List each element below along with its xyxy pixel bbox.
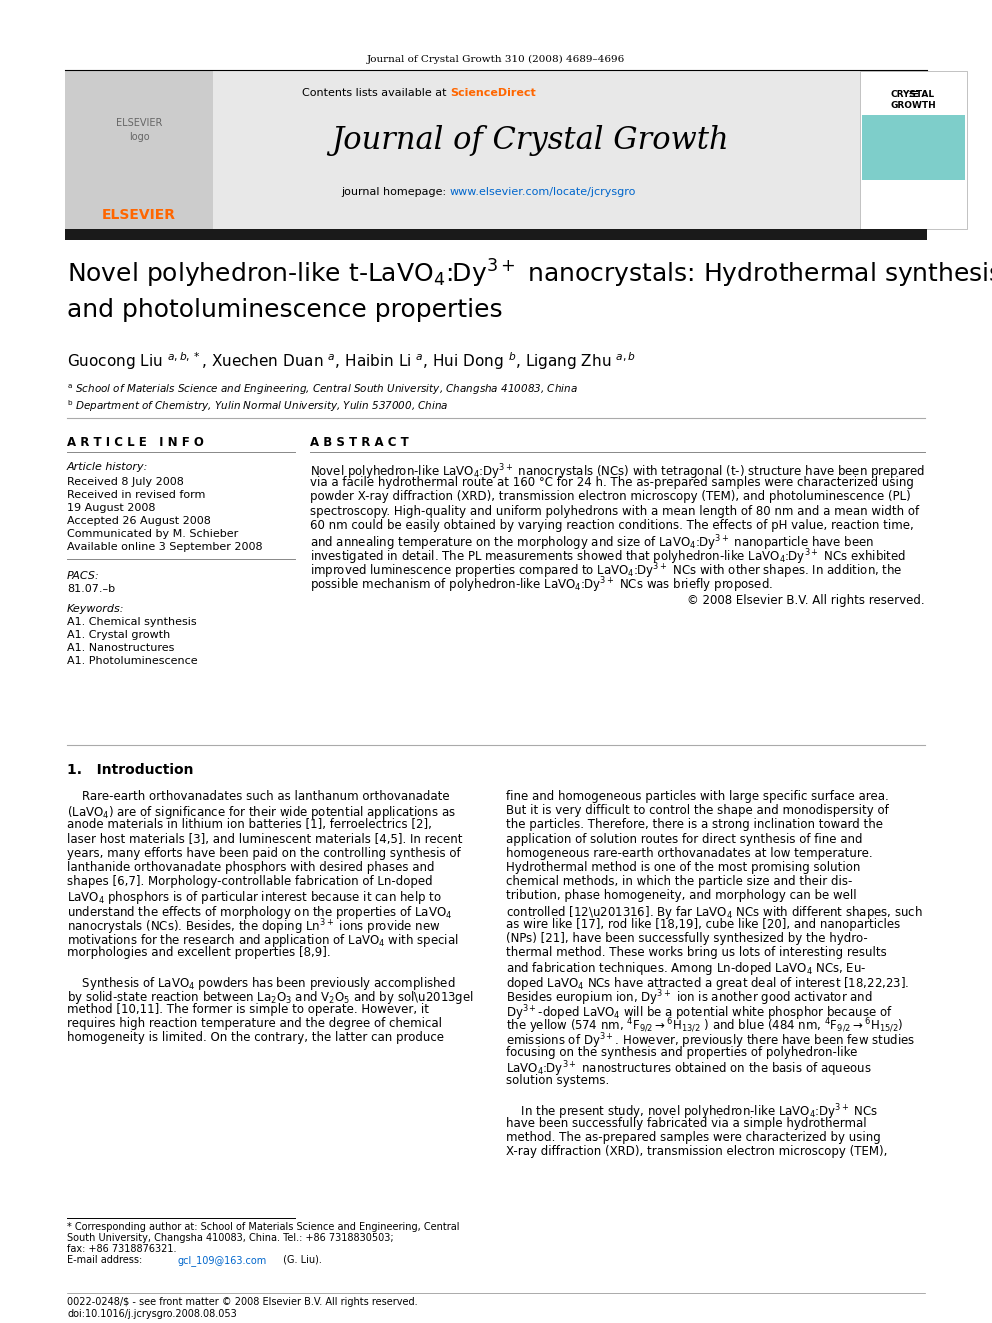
Text: motivations for the research and application of LaVO$_4$ with special: motivations for the research and applica…: [67, 931, 458, 949]
Text: © 2008 Elsevier B.V. All rights reserved.: © 2008 Elsevier B.V. All rights reserved…: [687, 594, 925, 607]
Text: (G. Liu).: (G. Liu).: [280, 1256, 321, 1265]
Text: fine and homogeneous particles with large specific surface area.: fine and homogeneous particles with larg…: [506, 790, 889, 803]
Text: South University, Changsha 410083, China. Tel.: +86 7318830503;: South University, Changsha 410083, China…: [67, 1233, 394, 1244]
Text: chemical methods, in which the particle size and their dis-: chemical methods, in which the particle …: [506, 876, 852, 888]
Text: thermal method. These works bring us lots of interesting results: thermal method. These works bring us lot…: [506, 946, 887, 959]
Text: the yellow (574 nm, $^4$F$_{9/2}$$\rightarrow$$^6$H$_{13/2}$ ) and blue (484 nm,: the yellow (574 nm, $^4$F$_{9/2}$$\right…: [506, 1017, 904, 1036]
Text: spectroscopy. High-quality and uniform polyhedrons with a mean length of 80 nm a: spectroscopy. High-quality and uniform p…: [310, 504, 920, 517]
Text: the particles. Therefore, there is a strong inclination toward the: the particles. Therefore, there is a str…: [506, 819, 883, 831]
Text: have been successfully fabricated via a simple hydrothermal: have been successfully fabricated via a …: [506, 1117, 867, 1130]
Text: as wire like [17], rod like [18,19], cube like [20], and nanoparticles: as wire like [17], rod like [18,19], cub…: [506, 918, 901, 931]
Text: ScienceDirect: ScienceDirect: [450, 89, 536, 98]
Bar: [65, 229, 927, 239]
Text: journal homepage:: journal homepage:: [341, 187, 450, 197]
Text: Contents lists available at: Contents lists available at: [302, 89, 450, 98]
Text: nanocrystals (NCs). Besides, the doping Ln$^{3+}$ ions provide new: nanocrystals (NCs). Besides, the doping …: [67, 918, 440, 938]
Text: 0022-0248/$ - see front matter © 2008 Elsevier B.V. All rights reserved.: 0022-0248/$ - see front matter © 2008 El…: [67, 1297, 418, 1307]
Bar: [65, 71, 213, 229]
Text: laser host materials [3], and luminescent materials [4,5]. In recent: laser host materials [3], and luminescen…: [67, 832, 462, 845]
Text: years, many efforts have been paid on the controlling synthesis of: years, many efforts have been paid on th…: [67, 847, 460, 860]
Text: Journal of Crystal Growth 310 (2008) 4689–4696: Journal of Crystal Growth 310 (2008) 468…: [367, 56, 625, 64]
Text: A1. Nanostructures: A1. Nanostructures: [67, 643, 175, 654]
Text: Hydrothermal method is one of the most promising solution: Hydrothermal method is one of the most p…: [506, 861, 860, 875]
Text: understand the effects of morphology on the properties of LaVO$_4$: understand the effects of morphology on …: [67, 904, 452, 921]
Text: 19 August 2008: 19 August 2008: [67, 503, 156, 513]
Text: anode materials in lithium ion batteries [1], ferroelectrics [2],: anode materials in lithium ion batteries…: [67, 819, 432, 831]
Text: www.elsevier.com/locate/jcrysgro: www.elsevier.com/locate/jcrysgro: [450, 187, 637, 197]
Text: Novel polyhedron-like LaVO$_4$:Dy$^{3+}$ nanocrystals (NCs) with tetragonal (t-): Novel polyhedron-like LaVO$_4$:Dy$^{3+}$…: [310, 462, 925, 482]
Text: Rare-earth orthovanadates such as lanthanum orthovanadate: Rare-earth orthovanadates such as lantha…: [67, 790, 449, 803]
Text: Dy$^{3+}$-doped LaVO$_4$ will be a potential white phosphor because of: Dy$^{3+}$-doped LaVO$_4$ will be a poten…: [506, 1003, 893, 1023]
Text: via a facile hydrothermal route at 160 °C for 24 h. The as-prepared samples were: via a facile hydrothermal route at 160 °…: [310, 476, 914, 490]
Text: (NPs) [21], have been successfully synthesized by the hydro-: (NPs) [21], have been successfully synth…: [506, 931, 868, 945]
Bar: [862, 115, 965, 180]
Text: In the present study, novel polyhedron-like LaVO$_4$:Dy$^{3+}$ NCs: In the present study, novel polyhedron-l…: [506, 1102, 878, 1122]
Text: Accepted 26 August 2008: Accepted 26 August 2008: [67, 516, 211, 527]
Text: LaVO$_4$:Dy$^{3+}$ nanostructures obtained on the basis of aqueous: LaVO$_4$:Dy$^{3+}$ nanostructures obtain…: [506, 1060, 872, 1080]
Text: application of solution routes for direct synthesis of fine and: application of solution routes for direc…: [506, 832, 862, 845]
Text: method. The as-prepared samples were characterized by using: method. The as-prepared samples were cha…: [506, 1131, 881, 1144]
Text: homogeneity is limited. On the contrary, the latter can produce: homogeneity is limited. On the contrary,…: [67, 1032, 444, 1044]
Text: A1. Chemical synthesis: A1. Chemical synthesis: [67, 617, 196, 627]
Text: X-ray diffraction (XRD), transmission electron microscopy (TEM),: X-ray diffraction (XRD), transmission el…: [506, 1144, 888, 1158]
Text: emissions of Dy$^{3+}$. However, previously there have been few studies: emissions of Dy$^{3+}$. However, previou…: [506, 1032, 916, 1050]
Text: doped LaVO$_4$ NCs have attracted a great deal of interest [18,22,23].: doped LaVO$_4$ NCs have attracted a grea…: [506, 975, 910, 992]
Text: possible mechanism of polyhedron-like LaVO$_4$:Dy$^{3+}$ NCs was briefly propose: possible mechanism of polyhedron-like La…: [310, 576, 773, 595]
Text: Novel polyhedron-like t-LaVO$_4$:Dy$^{3+}$ nanocrystals: Hydrothermal synthesis: Novel polyhedron-like t-LaVO$_4$:Dy$^{3+…: [67, 258, 992, 290]
Text: A R T I C L E   I N F O: A R T I C L E I N F O: [67, 437, 204, 448]
Text: fax: +86 7318876321.: fax: +86 7318876321.: [67, 1244, 177, 1254]
Bar: [860, 71, 967, 229]
Text: controlled [12\u201316]. By far LaVO$_4$ NCs with different shapes, such: controlled [12\u201316]. By far LaVO$_4$…: [506, 904, 923, 921]
Text: lanthanide orthovanadate phosphors with desired phases and: lanthanide orthovanadate phosphors with …: [67, 861, 434, 875]
Text: * Corresponding author at: School of Materials Science and Engineering, Central: * Corresponding author at: School of Mat…: [67, 1222, 459, 1232]
Text: Article history:: Article history:: [67, 462, 149, 472]
Text: Besides europium ion, Dy$^{3+}$ ion is another good activator and: Besides europium ion, Dy$^{3+}$ ion is a…: [506, 988, 873, 1008]
Text: solution systems.: solution systems.: [506, 1074, 609, 1088]
Text: E-mail address:: E-mail address:: [67, 1256, 146, 1265]
Text: method [10,11]. The former is simple to operate. However, it: method [10,11]. The former is simple to …: [67, 1003, 429, 1016]
Text: 60 nm could be easily obtained by varying reaction conditions. The effects of pH: 60 nm could be easily obtained by varyin…: [310, 519, 914, 532]
Text: and photoluminescence properties: and photoluminescence properties: [67, 298, 503, 321]
Text: 81.07.–b: 81.07.–b: [67, 583, 115, 594]
Text: shapes [6,7]. Morphology-controllable fabrication of Ln-doped: shapes [6,7]. Morphology-controllable fa…: [67, 876, 433, 888]
Text: doi:10.1016/j.jcrysgro.2008.08.053: doi:10.1016/j.jcrysgro.2008.08.053: [67, 1308, 237, 1319]
Text: tribution, phase homogeneity, and morphology can be well: tribution, phase homogeneity, and morpho…: [506, 889, 857, 902]
Text: morphologies and excellent properties [8,9].: morphologies and excellent properties [8…: [67, 946, 330, 959]
Text: (LaVO$_4$) are of significance for their wide potential applications as: (LaVO$_4$) are of significance for their…: [67, 804, 456, 822]
Text: Available online 3 September 2008: Available online 3 September 2008: [67, 542, 263, 552]
Text: A1. Crystal growth: A1. Crystal growth: [67, 630, 171, 640]
Text: 1.   Introduction: 1. Introduction: [67, 763, 193, 777]
Text: $^{\rm a}$ School of Materials Science and Engineering, Central South University: $^{\rm a}$ School of Materials Science a…: [67, 382, 577, 397]
Text: focusing on the synthesis and properties of polyhedron-like: focusing on the synthesis and properties…: [506, 1045, 857, 1058]
Bar: [862, 73, 965, 115]
Text: A1. Photoluminescence: A1. Photoluminescence: [67, 656, 197, 665]
Text: improved luminescence properties compared to LaVO$_4$:Dy$^{3+}$ NCs with other s: improved luminescence properties compare…: [310, 561, 903, 581]
Text: Communicated by M. Schieber: Communicated by M. Schieber: [67, 529, 238, 538]
Text: But it is very difficult to control the shape and monodispersity of: But it is very difficult to control the …: [506, 804, 889, 818]
Text: CRYSTAL
GROWTH: CRYSTAL GROWTH: [890, 90, 935, 110]
Text: and fabrication techniques. Among Ln-doped LaVO$_4$ NCs, Eu-: and fabrication techniques. Among Ln-dop…: [506, 960, 867, 978]
Bar: [65, 71, 860, 229]
Text: Received in revised form: Received in revised form: [67, 490, 205, 500]
Text: investigated in detail. The PL measurements showed that polyhedron-like LaVO$_4$: investigated in detail. The PL measureme…: [310, 548, 906, 566]
Text: PACS:: PACS:: [67, 572, 100, 581]
Text: by solid-state reaction between La$_2$O$_3$ and V$_2$O$_5$ and by sol\u2013gel: by solid-state reaction between La$_2$O$…: [67, 988, 474, 1005]
Text: gcl_109@163.com: gcl_109@163.com: [178, 1256, 267, 1266]
Text: requires high reaction temperature and the degree of chemical: requires high reaction temperature and t…: [67, 1017, 442, 1031]
Text: ELSEVIER: ELSEVIER: [102, 208, 176, 222]
Text: ELSEVIER
logo: ELSEVIER logo: [116, 118, 162, 142]
Text: Journal of Crystal Growth: Journal of Crystal Growth: [331, 124, 729, 156]
Text: $^{\rm b}$ Department of Chemistry, Yulin Normal University, Yulin 537000, China: $^{\rm b}$ Department of Chemistry, Yuli…: [67, 398, 448, 414]
Text: powder X-ray diffraction (XRD), transmission electron microscopy (TEM), and phot: powder X-ray diffraction (XRD), transmis…: [310, 491, 911, 503]
Text: homogeneous rare-earth orthovanadates at low temperature.: homogeneous rare-earth orthovanadates at…: [506, 847, 873, 860]
Text: Guocong Liu $^{a,b,*}$, Xuechen Duan $^{a}$, Haibin Li $^{a}$, Hui Dong $^{b}$, : Guocong Liu $^{a,b,*}$, Xuechen Duan $^{…: [67, 351, 636, 372]
Text: Keywords:: Keywords:: [67, 605, 125, 614]
Text: LaVO$_4$ phosphors is of particular interest because it can help to: LaVO$_4$ phosphors is of particular inte…: [67, 889, 441, 906]
Text: Received 8 July 2008: Received 8 July 2008: [67, 478, 184, 487]
Text: A B S T R A C T: A B S T R A C T: [310, 437, 409, 448]
Text: and annealing temperature on the morphology and size of LaVO$_4$:Dy$^{3+}$ nanop: and annealing temperature on the morphol…: [310, 533, 874, 553]
Bar: [862, 180, 965, 228]
Text: ≡: ≡: [908, 87, 919, 101]
Text: Synthesis of LaVO$_4$ powders has been previously accomplished: Synthesis of LaVO$_4$ powders has been p…: [67, 975, 455, 992]
